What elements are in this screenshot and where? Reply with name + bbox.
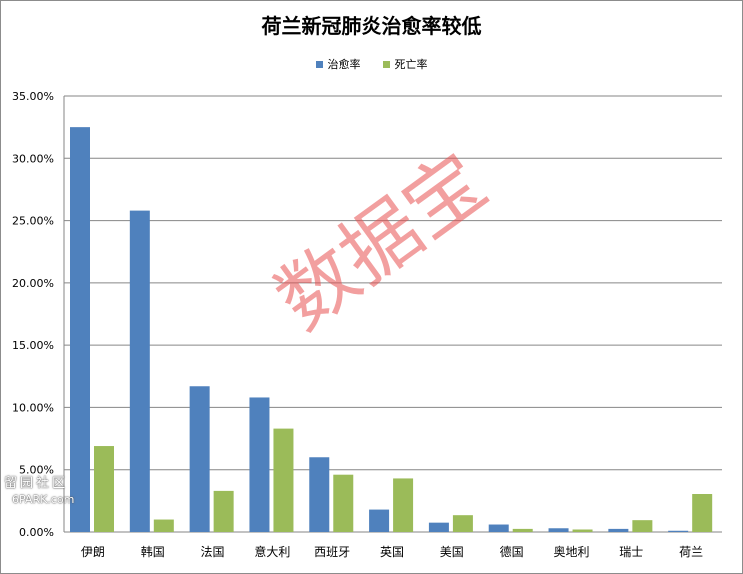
bar-death <box>572 529 593 532</box>
bar-death <box>512 528 533 532</box>
bar-recovery <box>488 524 509 532</box>
x-tick-label: 荷兰 <box>679 545 703 559</box>
bar-recovery <box>668 530 689 532</box>
y-tick-label: 0.00% <box>19 526 54 539</box>
x-tick-label: 瑞士 <box>619 545 643 559</box>
legend-label-death: 死亡率 <box>394 58 428 71</box>
bar-recovery <box>249 397 270 532</box>
watermark-corner-site: 6PARK.com <box>12 493 75 506</box>
x-tick-label: 伊朗 <box>81 545 105 559</box>
legend-swatch-recovery <box>315 60 323 68</box>
bar-recovery <box>369 509 390 532</box>
bar-recovery <box>309 457 330 532</box>
bar-death <box>452 515 473 532</box>
bar-recovery <box>129 210 150 532</box>
bar-recovery <box>189 386 210 532</box>
bar-recovery <box>70 127 90 533</box>
y-tick-label: 35.00% <box>12 90 54 103</box>
y-tick-label: 10.00% <box>12 401 54 414</box>
x-tick-label: 法国 <box>201 545 225 559</box>
legend-label-recovery: 治愈率 <box>327 58 361 71</box>
y-tick-label: 30.00% <box>12 152 54 165</box>
x-tick-label: 意大利 <box>254 544 290 559</box>
bar-recovery <box>428 522 449 532</box>
x-tick-label: 美国 <box>440 545 464 559</box>
bar-death <box>692 494 713 532</box>
legend-item-recovery: 治愈率 <box>315 56 361 72</box>
bar-death <box>632 520 653 532</box>
y-tick-label: 25.00% <box>12 215 54 228</box>
bar-recovery <box>608 528 629 532</box>
y-tick-label: 5.00% <box>19 464 54 477</box>
chart-title: 荷兰新冠肺炎治愈率较低 <box>261 14 482 38</box>
bar-death <box>153 519 174 532</box>
legend: 治愈率 死亡率 <box>0 56 743 72</box>
y-tick-label: 15.00% <box>12 339 54 352</box>
bar-death <box>273 428 294 532</box>
x-tick-label: 西班牙 <box>314 545 350 559</box>
bar-death <box>94 446 114 532</box>
x-tick-label: 韩国 <box>141 544 165 559</box>
legend-swatch-death <box>382 60 390 68</box>
watermark-corner-text: 留园社区 <box>4 476 69 491</box>
bar-recovery <box>548 528 569 532</box>
y-tick-label: 20.00% <box>12 277 54 290</box>
x-tick-label: 奥地利 <box>553 545 589 559</box>
bar-death <box>213 490 234 532</box>
x-tick-label: 英国 <box>380 545 404 559</box>
x-tick-label: 德国 <box>500 544 524 559</box>
bar-death <box>393 478 414 532</box>
bar-death <box>333 474 354 532</box>
legend-item-death: 死亡率 <box>382 56 428 72</box>
